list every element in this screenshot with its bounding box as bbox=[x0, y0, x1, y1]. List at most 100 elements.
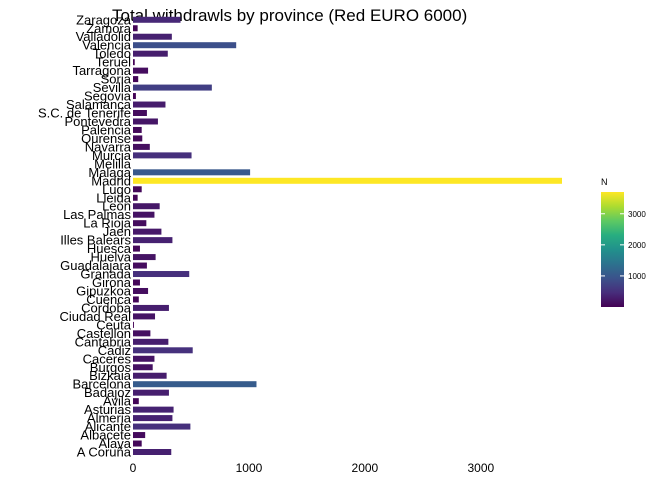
bar bbox=[133, 16, 181, 23]
y-tick-label: Segovia bbox=[84, 89, 132, 104]
y-tick-label: A Coruña bbox=[77, 445, 132, 460]
y-tick-label: Alicante bbox=[85, 419, 131, 434]
bar bbox=[133, 287, 149, 294]
bar bbox=[133, 67, 149, 74]
bar bbox=[133, 338, 169, 345]
y-tick-label: Melilla bbox=[94, 156, 132, 171]
legend-tick-label: 3000 bbox=[628, 210, 646, 219]
color-legend: N 1000 2000 3000 bbox=[601, 177, 646, 307]
y-tick-label: Huesca bbox=[87, 241, 132, 256]
y-tick-label: Gipuzkoa bbox=[76, 283, 132, 298]
y-tick-label: Las Palmas bbox=[63, 207, 131, 222]
bar bbox=[133, 59, 135, 66]
y-axis-labels: A CoruñaAlavaAlbaceteAlicanteAlmeriaAstu… bbox=[38, 12, 132, 459]
y-tick-label: Cadiz bbox=[98, 343, 131, 358]
legend-ticks: 1000 2000 3000 bbox=[601, 210, 646, 281]
y-tick-label: Tarragona bbox=[72, 63, 131, 78]
bar bbox=[133, 186, 142, 193]
y-tick-label: Leon bbox=[102, 199, 131, 214]
bar bbox=[133, 415, 173, 422]
y-tick-label: Girona bbox=[92, 275, 132, 290]
bar bbox=[133, 220, 147, 227]
y-tick-label: Zaragoza bbox=[76, 12, 132, 27]
bars bbox=[133, 16, 562, 455]
bar bbox=[133, 440, 142, 447]
bar bbox=[133, 271, 190, 278]
y-tick-label: La Rioja bbox=[83, 216, 131, 231]
y-tick-label: Ciudad Real bbox=[59, 309, 131, 324]
y-tick-label: Albacete bbox=[80, 428, 131, 443]
y-tick-label: Cordoba bbox=[81, 300, 132, 315]
y-tick-label: Cuenca bbox=[86, 292, 132, 307]
bar bbox=[133, 93, 136, 100]
legend-tick-label: 2000 bbox=[628, 241, 646, 250]
y-tick-label: Granada bbox=[80, 267, 131, 282]
y-tick-label: Alava bbox=[98, 436, 131, 451]
bar bbox=[133, 321, 134, 328]
bar bbox=[133, 432, 146, 439]
y-tick-label: Cantabria bbox=[75, 334, 132, 349]
x-tick-label: 3000 bbox=[467, 461, 494, 475]
bar bbox=[133, 372, 167, 379]
y-tick-label: Murcia bbox=[92, 148, 132, 163]
bar bbox=[133, 330, 151, 337]
bar bbox=[133, 33, 172, 40]
bar bbox=[133, 135, 143, 142]
y-tick-label: Asturias bbox=[84, 402, 131, 417]
bar bbox=[133, 169, 251, 176]
bar bbox=[133, 50, 168, 57]
bar bbox=[133, 355, 155, 362]
y-tick-label: Valladolid bbox=[76, 29, 131, 44]
x-tick-label: 2000 bbox=[352, 461, 379, 475]
y-tick-label: Badajoz bbox=[84, 385, 131, 400]
bar bbox=[133, 245, 140, 252]
y-tick-label: Palencia bbox=[81, 122, 132, 137]
x-axis-ticks: 0 1000 2000 3000 bbox=[130, 461, 495, 475]
bar bbox=[133, 304, 169, 311]
bar bbox=[133, 42, 237, 49]
y-tick-label: Sevilla bbox=[93, 80, 132, 95]
y-tick-label: Lugo bbox=[102, 182, 131, 197]
bar bbox=[133, 110, 147, 116]
y-tick-label: Pontevedra bbox=[65, 114, 132, 129]
bar bbox=[133, 177, 562, 184]
y-tick-label: Valencia bbox=[82, 38, 132, 53]
bar bbox=[133, 389, 169, 396]
bar bbox=[133, 25, 138, 32]
x-tick-label: 1000 bbox=[236, 461, 263, 475]
bar bbox=[133, 347, 193, 354]
y-tick-label: Bizkaia bbox=[89, 368, 132, 383]
y-tick-label: Ourense bbox=[81, 131, 131, 146]
y-tick-label: Jaen bbox=[103, 224, 131, 239]
bar bbox=[133, 313, 156, 320]
bar bbox=[133, 254, 156, 261]
bar bbox=[133, 203, 160, 210]
bar bbox=[133, 76, 139, 83]
bar bbox=[133, 398, 139, 405]
y-tick-label: Toledo bbox=[93, 46, 131, 61]
bar bbox=[133, 406, 174, 413]
bar bbox=[133, 449, 172, 455]
y-tick-label: Lleida bbox=[96, 190, 131, 205]
bar bbox=[133, 143, 150, 150]
y-tick-label: Castellon bbox=[77, 326, 131, 341]
y-tick-label: S.C. de Tenerife bbox=[38, 106, 131, 121]
y-tick-label: Huelva bbox=[91, 250, 132, 265]
bar bbox=[133, 211, 155, 218]
y-tick-label: Teruel bbox=[96, 55, 132, 70]
bar bbox=[133, 84, 212, 91]
bar bbox=[133, 194, 138, 201]
y-tick-label: Soria bbox=[101, 72, 132, 87]
y-tick-label: Salamanca bbox=[66, 97, 132, 112]
bar bbox=[133, 118, 158, 125]
y-tick-label: Avila bbox=[103, 394, 132, 409]
bar bbox=[133, 262, 147, 269]
bar bbox=[133, 228, 162, 235]
bar bbox=[133, 126, 142, 133]
legend-tick-label: 1000 bbox=[628, 272, 646, 281]
y-tick-label: Malaga bbox=[88, 165, 131, 180]
x-tick-label: 0 bbox=[130, 461, 137, 475]
y-tick-label: Caceres bbox=[83, 351, 132, 366]
